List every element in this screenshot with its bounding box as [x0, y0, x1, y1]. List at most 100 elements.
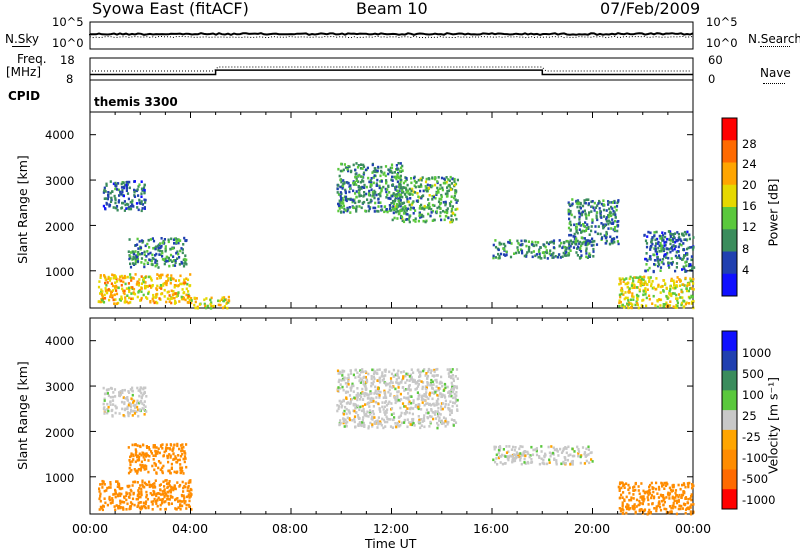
echo-cell [625, 511, 628, 515]
echo-cell [525, 253, 528, 257]
echo-cell [136, 260, 140, 263]
echo-cell [690, 300, 694, 304]
echo-cell [98, 487, 101, 490]
echo-cell [414, 220, 417, 223]
echo-cell [367, 415, 370, 418]
echo-cell [185, 293, 188, 297]
echo-cell [364, 413, 367, 416]
echo-cell [370, 396, 373, 400]
echo-cell [666, 297, 669, 300]
echo-cell [406, 372, 409, 376]
echo-cell [120, 284, 123, 287]
echo-cell [361, 404, 364, 408]
echo-cell [410, 421, 413, 424]
echo-cell [495, 457, 498, 460]
echo-cell [436, 410, 440, 413]
echo-cell [521, 445, 524, 449]
echo-cell [370, 417, 373, 421]
echo-cell [538, 255, 541, 258]
echo-cell [383, 391, 386, 394]
echo-cell [153, 461, 156, 465]
echo-cell [387, 390, 390, 394]
echo-cell [402, 220, 406, 224]
echo-cell [440, 408, 443, 411]
echo-cell [669, 510, 672, 514]
echo-cell [568, 246, 571, 250]
echo-cell [398, 182, 401, 186]
echo-cell [437, 190, 440, 194]
echo-cell [406, 183, 409, 187]
echo-cell [131, 484, 134, 487]
echo-cell [380, 208, 384, 211]
echo-cell [160, 273, 163, 277]
echo-cell [139, 299, 142, 302]
echo-cell [104, 278, 107, 281]
echo-cell [667, 247, 671, 251]
echo-cell [416, 385, 420, 388]
echo-cell [344, 382, 347, 385]
echo-cell [148, 246, 151, 249]
echo-cell [187, 290, 190, 293]
echo-cell [382, 173, 385, 176]
echo-cell [154, 450, 157, 453]
freq-tick-low: 8 [66, 72, 74, 86]
echo-cell [621, 481, 624, 484]
echo-cell [112, 206, 115, 209]
echo-cell [669, 242, 672, 246]
echo-cell [374, 170, 377, 174]
echo-cell [359, 369, 362, 372]
echo-cell [153, 301, 156, 305]
echo-cell [336, 369, 340, 373]
echo-cell [387, 402, 390, 405]
echo-cell [589, 240, 592, 244]
velocity-cb-tick-neg25: -25 [742, 430, 761, 444]
echo-cell [572, 235, 575, 238]
echo-cell [203, 298, 206, 302]
echo-cell [355, 162, 358, 165]
echo-cell [137, 185, 140, 188]
echo-cell [404, 388, 408, 391]
echo-cell [585, 255, 588, 259]
echo-cell [396, 217, 399, 220]
nave-tick-high: 60 [708, 53, 723, 67]
echo-cell [152, 483, 155, 486]
echo-cell [357, 375, 360, 379]
echo-cell [608, 207, 611, 211]
echo-cell [683, 238, 686, 241]
colorbar-swatch [722, 469, 737, 490]
echo-cell [576, 205, 579, 209]
echo-cell [660, 261, 663, 264]
echo-cell [338, 405, 341, 408]
echo-cell [174, 279, 177, 282]
echo-cell [166, 273, 169, 277]
echo-cell [349, 198, 352, 201]
echo-cell [592, 240, 595, 243]
echo-cell [400, 378, 404, 382]
echo-cell [408, 400, 411, 403]
echo-cell [390, 402, 393, 405]
echo-cell [451, 205, 454, 208]
echo-cell [551, 256, 554, 259]
echo-cell [424, 374, 427, 377]
echo-cell [409, 206, 413, 210]
echo-cell [562, 251, 565, 255]
echo-cell [179, 507, 182, 511]
echo-cell [675, 239, 678, 242]
echo-cell [626, 503, 629, 506]
echo-cell [439, 201, 442, 205]
echo-cell [341, 371, 344, 374]
echo-cell [131, 286, 134, 289]
echo-cell [622, 509, 625, 512]
echo-cell [177, 284, 180, 287]
echo-cell [675, 285, 679, 288]
echo-cell [140, 275, 143, 278]
echo-cell [438, 205, 441, 209]
echo-cell [652, 294, 655, 298]
echo-cell [645, 263, 648, 266]
echo-cell [385, 396, 388, 400]
echo-cell [176, 470, 179, 474]
echo-cell [504, 462, 507, 465]
echo-cell [399, 193, 403, 196]
echo-cell [363, 200, 366, 204]
echo-cell [613, 205, 616, 209]
